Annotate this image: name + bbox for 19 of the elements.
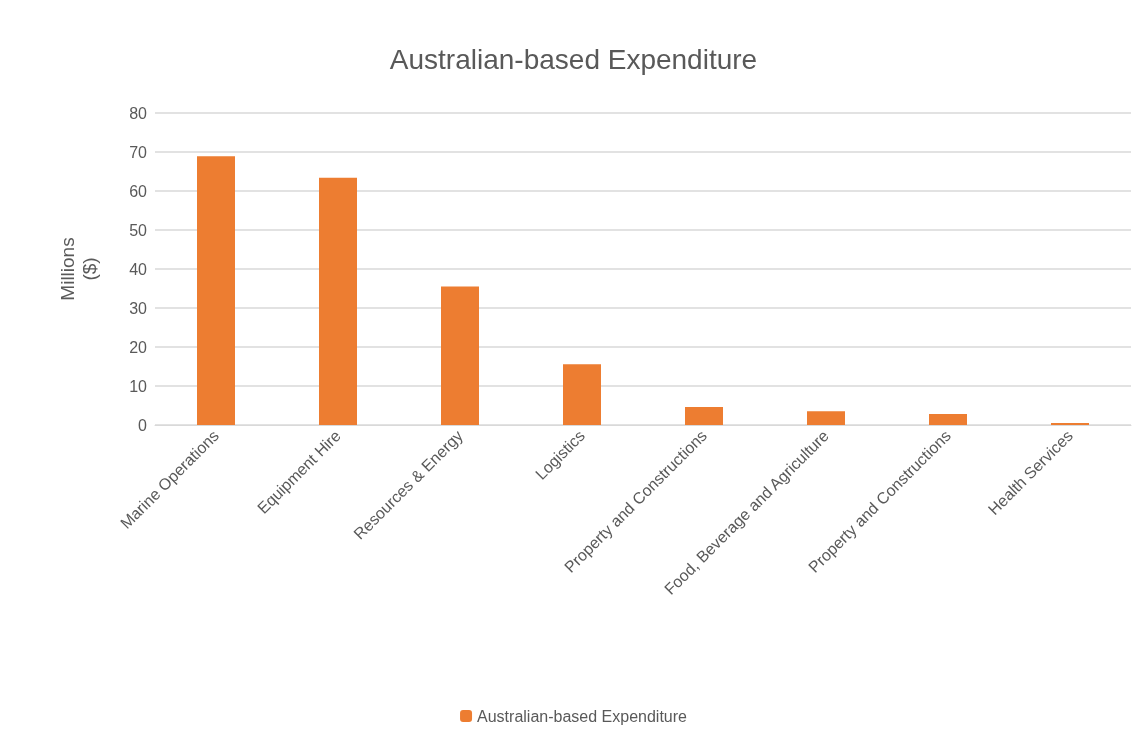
y-tick-label: 0 — [138, 416, 148, 434]
y-tick-label: 10 — [129, 377, 148, 395]
y-tick-label: 50 — [129, 221, 148, 239]
y-tick-label: 30 — [129, 299, 148, 317]
bar — [807, 411, 845, 425]
legend-label: Australian-based Expenditure — [477, 707, 688, 725]
y-tick-label: 40 — [129, 260, 148, 278]
bar — [441, 286, 479, 425]
bar — [319, 177, 357, 425]
y-tick-label: 70 — [129, 143, 148, 161]
bar — [929, 414, 967, 425]
y-axis-title: Millions ($) — [56, 237, 100, 301]
bar — [685, 407, 723, 425]
y-tick-label: 80 — [129, 104, 148, 122]
bar — [197, 156, 235, 425]
y-tick-label: 20 — [129, 338, 148, 356]
y-tick-label: 60 — [129, 182, 148, 200]
chart-title: Australian-based Expenditure — [389, 43, 758, 75]
bar — [563, 364, 601, 425]
